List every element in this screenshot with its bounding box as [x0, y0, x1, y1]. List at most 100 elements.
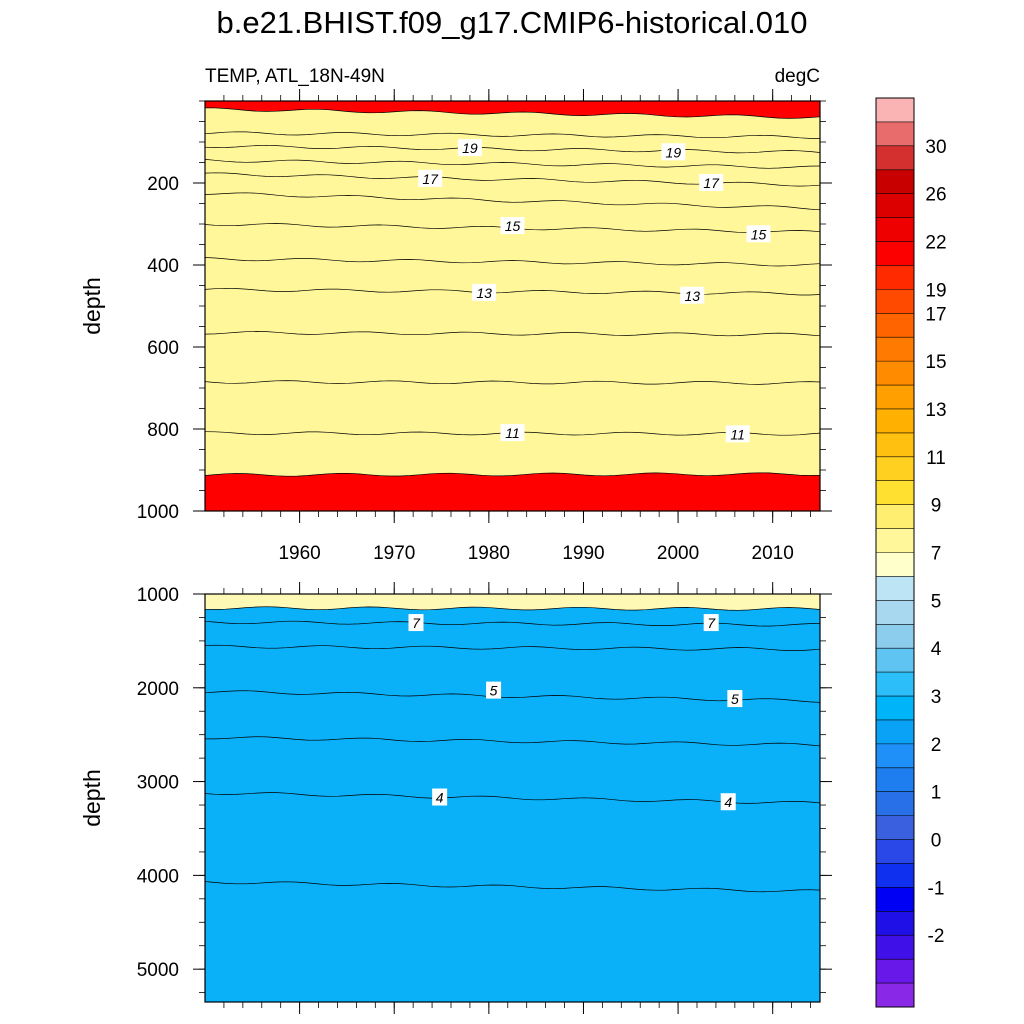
colorbar-box — [876, 983, 914, 1008]
plot-area: 19 19 17 17 15 15 13 13 11 11 — [205, 101, 820, 511]
isotherm-line — [205, 736, 820, 747]
y-tick-label: 1000 — [137, 585, 179, 606]
variable-region-label: TEMP, ATL_18N-49N — [205, 66, 385, 87]
figure-title: b.e21.BHIST.f09_g17.CMIP6-historical.010 — [216, 5, 807, 40]
colorbar-box — [876, 217, 914, 242]
isotherm-line — [205, 380, 820, 385]
colorbar-label: 17 — [925, 304, 946, 325]
contour-label-box — [720, 793, 736, 811]
contour-label-box — [418, 169, 443, 187]
colorbar-box — [876, 648, 914, 673]
colorbar-box — [876, 935, 914, 960]
isotherm-line — [205, 881, 820, 893]
contour-label-box — [408, 614, 424, 632]
contour-label: 15 — [751, 226, 767, 242]
colorbar-box — [876, 265, 914, 290]
colorbar-label: 0 — [931, 831, 942, 852]
temperature-band — [205, 881, 820, 1002]
plot-area: 7 7 5 5 4 4 — [205, 594, 820, 1002]
y-tick-label: 1000 — [137, 502, 179, 523]
colorbar-box — [876, 839, 914, 864]
y-tick-label: 600 — [147, 338, 179, 359]
colorbar-box — [876, 743, 914, 769]
colorbar-frame — [875, 97, 915, 1008]
colorbar-box — [876, 504, 914, 529]
x-tick-label: 2000 — [657, 543, 699, 564]
x-tick-label: 1990 — [562, 543, 604, 564]
colorbar-label: 2 — [931, 735, 942, 756]
colorbar-label: 13 — [925, 400, 946, 421]
contour-label: 13 — [476, 285, 492, 301]
contour-label-box — [680, 286, 705, 304]
isotherm-line — [205, 144, 820, 154]
colorbar-label: 1 — [931, 783, 942, 804]
contour-label: 13 — [684, 288, 700, 304]
contour-label-box — [457, 139, 482, 157]
colorbar-box — [876, 528, 914, 553]
y-tick-label: 3000 — [137, 773, 179, 794]
isotherm-line — [205, 606, 820, 611]
lower-panel: 7 7 5 5 4 4 1000 2000 3000 4000 5000 depth — [79, 582, 832, 1014]
x-tick-label: 1960 — [278, 543, 320, 564]
colorbar-box — [876, 552, 914, 577]
colorbar-label: 5 — [931, 591, 942, 612]
contour-label: 19 — [666, 144, 682, 160]
colorbar-box — [876, 576, 914, 601]
isotherm-line — [205, 690, 820, 703]
contour-label: 11 — [730, 426, 745, 442]
contour-label-box — [472, 283, 497, 301]
colorbar-box — [876, 337, 914, 362]
colorbar-label: 30 — [925, 137, 946, 158]
x-tick-label: 1980 — [468, 543, 510, 564]
contour-label: 7 — [707, 615, 716, 631]
colorbar-box — [876, 408, 914, 434]
isotherm-line — [205, 644, 820, 651]
contour-label-box — [725, 425, 750, 443]
colorbar-box — [876, 672, 914, 697]
colorbar-box — [876, 911, 914, 936]
colorbar-box — [876, 98, 914, 123]
isotherm-line — [205, 159, 820, 169]
isotherm-line — [205, 792, 820, 804]
colorbar-box — [876, 815, 914, 840]
colorbar-label: 3 — [931, 687, 942, 708]
isotherm-line — [205, 107, 820, 119]
colorbar-label: 7 — [931, 544, 942, 565]
colorbar-label: -1 — [928, 878, 945, 899]
isotherm-line — [205, 131, 820, 139]
contour-label-box — [703, 614, 719, 632]
isotherm-line — [205, 257, 820, 267]
colorbar-box — [876, 719, 914, 745]
colorbar-box — [876, 624, 914, 649]
y-axis-label: depth — [79, 769, 105, 827]
contour-label: 19 — [462, 140, 478, 156]
colorbar-box — [876, 456, 914, 482]
colorbar-box — [876, 432, 914, 458]
colorbar-box — [876, 385, 914, 410]
y-tick-label: 2000 — [137, 679, 179, 700]
contour-label: 11 — [505, 425, 520, 441]
contour-label: 15 — [505, 218, 521, 234]
contour-label-box — [727, 690, 743, 708]
isotherm-line — [205, 472, 820, 477]
colorbar-label: 11 — [926, 448, 946, 469]
upper-panel: 19 19 17 17 15 15 13 13 11 11 200 400 600 800 1000 1960… — [79, 89, 832, 564]
contour-label: 5 — [731, 691, 739, 707]
x-tick-label: 2010 — [752, 543, 794, 564]
contour-label: 5 — [490, 683, 498, 699]
contour-label-box — [661, 143, 686, 161]
colorbar-box — [876, 767, 914, 793]
y-tick-label: 4000 — [137, 866, 179, 887]
colorbar-label: 15 — [925, 352, 946, 373]
temperature-band — [205, 472, 820, 511]
isotherm-line — [205, 192, 820, 211]
y-tick-label: 400 — [147, 256, 179, 277]
y-tick-label: 5000 — [137, 960, 179, 981]
isotherm-line — [205, 287, 820, 296]
contour-label: 4 — [724, 794, 732, 810]
plot-frame — [204, 593, 821, 1003]
colorbar-label: 26 — [925, 185, 946, 206]
contour-label-box — [746, 225, 771, 243]
colorbar-box — [876, 313, 914, 338]
